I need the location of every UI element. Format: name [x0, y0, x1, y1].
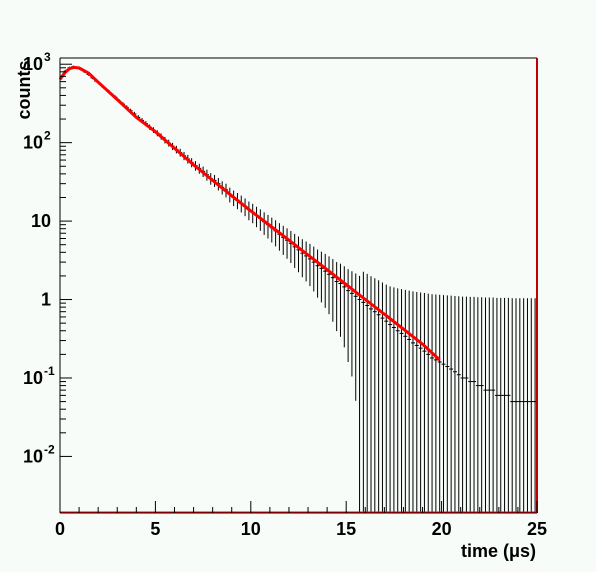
- data-point: [472, 296, 477, 513]
- data-point: [422, 293, 427, 513]
- data-point: [391, 287, 396, 513]
- plot-frame: [59, 57, 538, 514]
- data-point: [452, 295, 457, 513]
- x-axis-title: time (μs): [461, 541, 536, 561]
- x-tick-label: 20: [432, 519, 452, 539]
- data-point: [506, 297, 511, 513]
- data-point: [319, 251, 324, 303]
- data-point: [334, 262, 339, 332]
- data-point: [487, 297, 492, 513]
- data-point: [372, 278, 377, 513]
- data-point: [494, 297, 499, 513]
- x-tick-label: 10: [241, 519, 261, 539]
- data-point: [380, 282, 385, 513]
- y-tick-label: 10: [23, 368, 43, 388]
- y-tick-exponent: -1: [44, 364, 55, 378]
- data-point: [403, 289, 408, 513]
- data-point: [365, 273, 370, 513]
- data-point: [357, 275, 362, 513]
- data-point: [426, 293, 431, 513]
- data-point: [464, 296, 469, 513]
- data-point: [456, 296, 461, 513]
- y-tick-label: 10: [23, 54, 43, 74]
- data-point: [529, 298, 534, 513]
- data-point: [468, 296, 473, 513]
- data-point: [514, 298, 519, 513]
- x-tick-label: 25: [527, 519, 547, 539]
- y-tick-label: 1: [41, 290, 51, 310]
- data-point: [445, 295, 450, 513]
- data-point: [315, 249, 320, 298]
- y-tick-exponent: -2: [44, 442, 55, 456]
- y-tick-label: 10: [23, 133, 43, 153]
- data-point: [342, 266, 347, 348]
- data-point: [430, 294, 435, 513]
- data-point: [483, 297, 488, 513]
- data-point: [449, 295, 454, 513]
- data-point: [369, 276, 374, 513]
- fit-series: [58, 65, 537, 513]
- x-axis-ticks: 0 5 10 15 20 25: [55, 501, 547, 539]
- data-point: [353, 273, 358, 401]
- data-point: [502, 297, 507, 513]
- data-point: [338, 263, 343, 337]
- data-point: [410, 291, 415, 513]
- y-axis-title: counts: [14, 60, 34, 119]
- fit-curve: [58, 65, 441, 362]
- x-tick-label: 5: [150, 519, 160, 539]
- data-point: [418, 292, 423, 513]
- data-point: [441, 295, 446, 513]
- data-point: [414, 291, 419, 513]
- y-tick-exponent: 3: [44, 50, 51, 64]
- data-point: [327, 256, 332, 315]
- data-point: [491, 297, 496, 513]
- data-series: [59, 65, 538, 513]
- y-tick-label: 10: [31, 211, 51, 231]
- data-point: [510, 298, 515, 513]
- plot-area: [60, 58, 537, 513]
- y-tick-exponent: 2: [44, 129, 51, 143]
- data-point: [498, 297, 503, 513]
- data-point: [437, 294, 442, 513]
- x-tick-label: 0: [55, 519, 65, 539]
- data-point: [388, 286, 393, 513]
- data-point: [475, 297, 480, 513]
- data-point: [376, 280, 381, 513]
- y-tick-label: 10: [23, 446, 43, 466]
- data-point: [433, 294, 438, 513]
- data-point: [460, 296, 465, 513]
- data-point: [330, 259, 335, 322]
- x-tick-label: 15: [336, 519, 356, 539]
- data-point: [407, 290, 412, 513]
- data-point: [361, 271, 366, 513]
- data-point: [517, 298, 522, 513]
- data-point: [521, 298, 526, 513]
- data-point: [525, 298, 530, 513]
- data-point: [384, 284, 389, 513]
- data-point: [479, 297, 484, 513]
